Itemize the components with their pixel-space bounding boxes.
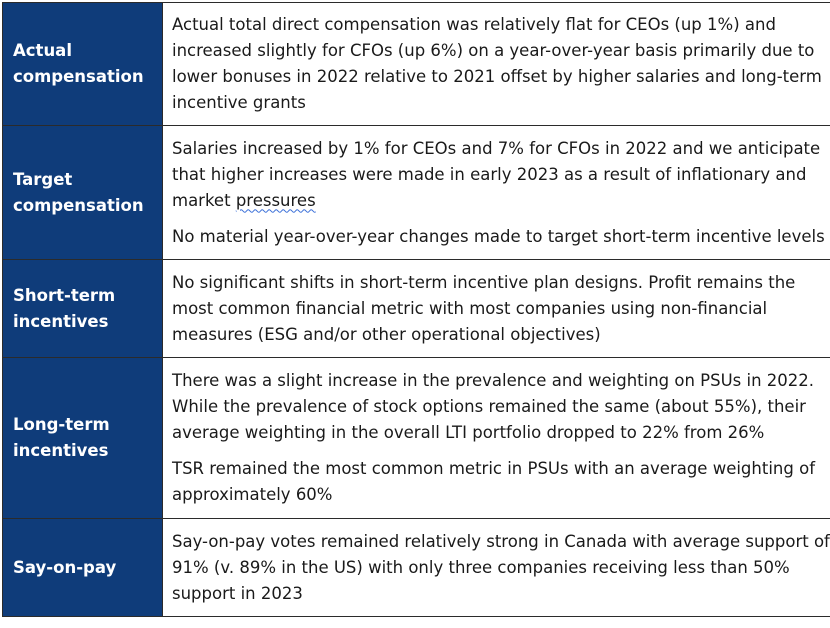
paragraph: TSR remained the most common metric in P… <box>172 459 816 504</box>
paragraph: No significant shifts in short-term ince… <box>172 272 796 344</box>
paragraph: Actual total direct compensation was rel… <box>172 15 822 112</box>
paragraph: Say-on-pay votes remained relatively str… <box>172 531 830 603</box>
row-body-say-on-pay: Say-on-pay votes remained relatively str… <box>162 518 830 617</box>
table-row-long-term-incentives: Long-term incentives There was a slight … <box>2 357 830 519</box>
paragraph: There was a slight increase in the preva… <box>172 371 815 442</box>
paragraph: No material year-over-year changes made … <box>172 226 825 246</box>
table-row-target-compensation: Target compensation Salaries increased b… <box>2 125 830 260</box>
table-row-actual-compensation: Actual compensation Actual total direct … <box>2 2 830 126</box>
table-row-short-term-incentives: Short-term incentives No significant shi… <box>2 259 830 358</box>
row-body-target-compensation: Salaries increased by 1% for CEOs and 7%… <box>162 125 830 260</box>
row-body-short-term-incentives: No significant shifts in short-term ince… <box>162 259 830 358</box>
spellcheck-flagged-word[interactable]: pressures <box>235 190 316 210</box>
row-body-long-term-incentives: There was a slight increase in the preva… <box>162 357 830 519</box>
row-label-target-compensation: Target compensation <box>2 125 163 260</box>
paragraph: Salaries increased by 1% for CEOs and 7%… <box>172 136 830 214</box>
row-label-long-term-incentives: Long-term incentives <box>2 357 163 519</box>
row-label-actual-compensation: Actual compensation <box>2 2 163 126</box>
row-label-short-term-incentives: Short-term incentives <box>2 259 163 358</box>
paragraph-text: Salaries increased by 1% for CEOs and 7%… <box>172 138 821 210</box>
row-label-say-on-pay: Say-on-pay <box>2 518 163 617</box>
row-body-actual-compensation: Actual total direct compensation was rel… <box>162 2 830 126</box>
table-row-say-on-pay: Say-on-pay Say-on-pay votes remained rel… <box>2 518 830 617</box>
summary-table: Actual compensation Actual total direct … <box>2 2 830 617</box>
